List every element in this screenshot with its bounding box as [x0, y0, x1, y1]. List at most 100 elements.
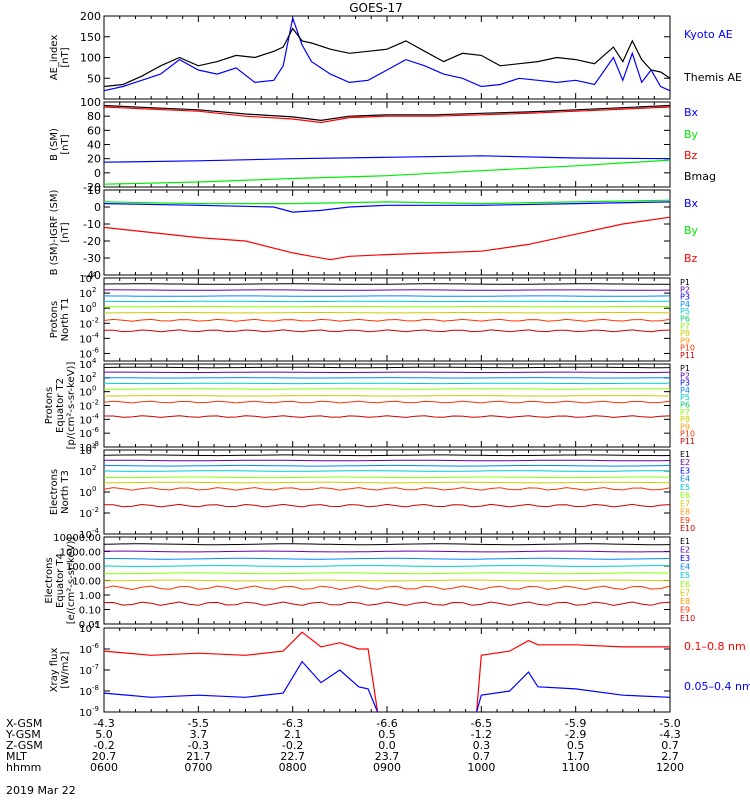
y-tick-exponent: 0	[92, 485, 96, 493]
y-tick-exponent: 4	[92, 271, 97, 279]
y-axis-label-line: [e/(cm²-s-sr-keV)]	[66, 537, 77, 625]
y-tick-exponent: -6	[92, 346, 100, 354]
flux-level-7-4	[104, 566, 670, 567]
flux-level-6-3	[104, 465, 670, 466]
y-tick-exponent: 0	[92, 301, 96, 309]
y-tick-exponent: 2	[92, 464, 96, 472]
y-tick-exponent: -2	[92, 506, 99, 514]
time-axis-value: 0800	[279, 761, 307, 774]
legend-by: By	[684, 224, 699, 237]
flux-level-4-8	[104, 330, 670, 332]
y-tick-label: 10	[79, 645, 92, 656]
flux-level-6-1	[104, 455, 670, 456]
y-tick-label: 0.10	[79, 606, 101, 617]
y-axis-label-line: Electrons	[44, 557, 55, 603]
y-tick-label: 10	[79, 319, 92, 330]
y-tick-exponent: -9	[92, 705, 99, 713]
flux-level-7-1	[104, 544, 670, 545]
legend-xray-short: 0.05–0.4 nm	[684, 680, 750, 693]
flux-level-7-2	[104, 551, 670, 552]
y-tick-label: 10	[79, 687, 92, 698]
y-tick-label: 10	[79, 708, 92, 719]
y-tick-exponent: -6	[92, 642, 100, 650]
y-axis-label-line: B (SM)	[49, 128, 60, 161]
y-tick-label: 80	[87, 110, 101, 123]
series-line-8-3	[104, 662, 378, 712]
legend-bx: Bx	[684, 197, 699, 210]
y-axis-label-line: Electrons	[49, 469, 60, 515]
y-tick-label: 10	[79, 509, 92, 520]
y-tick-label: 10	[79, 304, 92, 315]
flux-level-4-1	[104, 284, 670, 285]
y-tick-label: 10	[79, 488, 92, 499]
time-axis-value: 1100	[562, 761, 590, 774]
y-axis-label: B (SM)[nT]	[49, 128, 71, 161]
y-axis-label: ElectronsNorth T3	[49, 469, 71, 515]
y-tick-label: 40	[87, 139, 101, 152]
flux-level-6-2	[104, 460, 670, 461]
flux-level-5-7	[104, 401, 670, 403]
legend-p11: P11	[680, 351, 695, 360]
y-tick-exponent: -7	[92, 663, 99, 671]
y-tick-label: 0	[94, 201, 101, 214]
panel-frame	[104, 450, 670, 534]
y-tick-label: 10	[79, 467, 92, 478]
legend-e10: E10	[680, 524, 695, 533]
y-tick-exponent: -8	[92, 684, 99, 692]
y-tick-label: 10	[79, 666, 92, 677]
series-line-8-4	[477, 672, 670, 712]
flux-level-7-6	[104, 580, 670, 581]
y-axis-label-line: Equator T2	[55, 378, 66, 433]
time-axis-value: 0900	[373, 761, 401, 774]
y-tick-label: 10	[79, 388, 92, 399]
y-tick-label: 60	[87, 124, 101, 137]
y-tick-label: -10	[83, 218, 101, 231]
panel-frame	[104, 628, 670, 712]
y-axis-label-line: AE_index	[49, 35, 60, 81]
flux-level-6-7	[104, 488, 670, 491]
legend-themis-ae: Themis AE	[683, 71, 742, 84]
y-tick-exponent: 4	[92, 357, 97, 365]
y-tick-exponent: -6	[92, 426, 100, 434]
legend-bz: Bz	[684, 149, 698, 162]
panel-frame	[104, 364, 670, 447]
y-axis-label-line: North T1	[60, 298, 71, 342]
y-tick-label: 10	[79, 429, 92, 440]
y-tick-label: -20	[83, 235, 101, 248]
flux-level-7-3	[104, 558, 670, 559]
y-tick-label: 10000.00	[53, 533, 101, 544]
panel-3: 100-10-20-30-40B (SM)-IGRF (SM)[nT]BxByB…	[49, 184, 699, 282]
legend-bx: Bx	[684, 106, 699, 119]
y-axis-label-line: [nT]	[60, 47, 71, 67]
flux-level-6-4	[104, 471, 670, 472]
y-tick-label: 10	[87, 184, 101, 197]
y-tick-label: 10	[79, 402, 92, 413]
y-tick-label: 100	[80, 96, 101, 109]
plot-title: GOES-17	[349, 1, 403, 15]
legend-p11: P11	[680, 437, 695, 446]
y-tick-exponent: -2	[92, 316, 99, 324]
y-tick-label: 10	[79, 415, 92, 426]
y-tick-label: 150	[80, 31, 101, 44]
time-axis-value: 1200	[656, 761, 684, 774]
legend-bz: Bz	[684, 252, 698, 265]
y-tick-label: 200	[80, 10, 101, 23]
y-tick-label: 10	[79, 334, 92, 345]
time-axis-value: 1000	[467, 761, 495, 774]
flux-level-4-2	[104, 290, 670, 291]
y-axis-label: Xray flux[W/m2]	[49, 648, 71, 693]
series-line-2-1	[104, 156, 670, 162]
panel-frame	[104, 16, 670, 99]
time-axis-value: 0600	[90, 761, 118, 774]
flux-level-6-5	[104, 477, 670, 478]
y-tick-exponent: 0	[92, 385, 96, 393]
y-axis-label-line: [nT]	[60, 222, 71, 242]
y-tick-label: 10	[79, 374, 92, 385]
